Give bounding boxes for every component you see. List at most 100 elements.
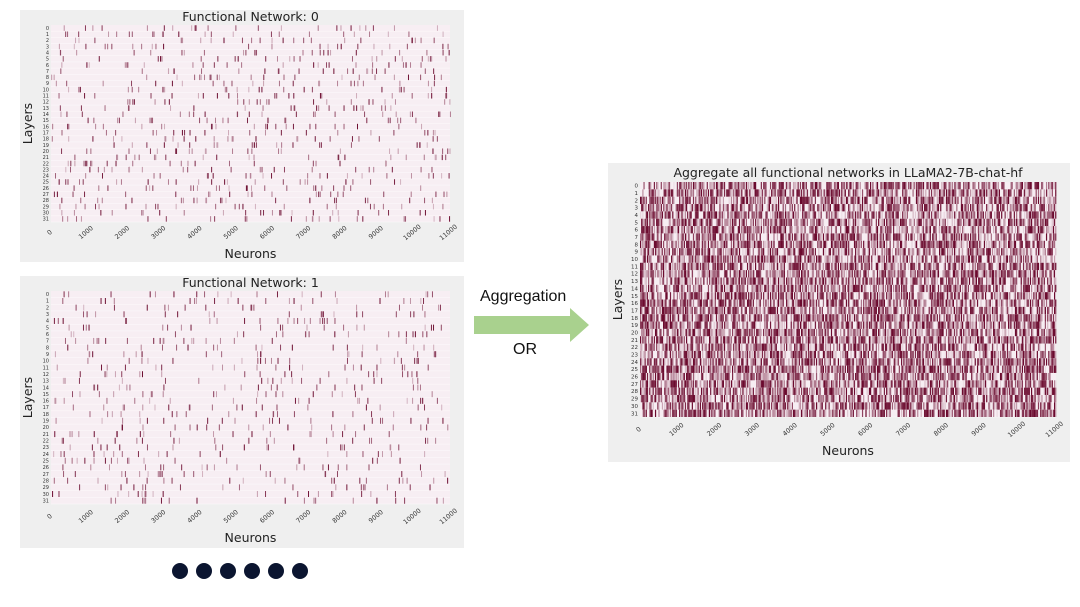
activation-cell	[867, 270, 869, 278]
activation-cell	[928, 204, 930, 212]
activation-cell	[1040, 189, 1042, 197]
activation-cell	[780, 211, 782, 219]
activation-cell	[252, 80, 254, 87]
activation-cell	[936, 204, 938, 212]
activation-cell	[679, 233, 681, 241]
activation-cell	[978, 226, 980, 234]
activation-cell	[178, 31, 180, 38]
activation-cell	[78, 377, 80, 384]
activation-cell	[302, 364, 304, 371]
y-tick-label: 29	[43, 204, 49, 210]
activation-cell	[895, 211, 897, 219]
activation-cell	[748, 255, 750, 263]
activation-cell	[246, 185, 248, 191]
activation-cell	[794, 248, 796, 256]
activation-cell	[765, 218, 767, 227]
activation-cell	[430, 324, 432, 331]
activation-cell	[702, 226, 704, 234]
activation-cell	[55, 417, 57, 424]
activation-cell	[422, 304, 424, 311]
activation-cell	[801, 240, 803, 249]
activation-cell	[991, 189, 994, 197]
activation-cell	[774, 189, 776, 197]
activation-cell	[282, 62, 284, 68]
activation-cell	[661, 196, 664, 205]
activation-cell	[253, 304, 255, 311]
x-tick-label: 10000	[402, 507, 423, 526]
activation-cell	[679, 270, 681, 278]
activation-cell	[236, 111, 238, 118]
activation-cell	[703, 255, 705, 263]
activation-cell	[688, 248, 690, 256]
activation-cell	[998, 226, 1000, 234]
activation-cell	[909, 248, 911, 256]
activation-cell	[710, 211, 712, 219]
activation-cell	[990, 262, 992, 271]
activation-cell	[943, 218, 945, 227]
activation-cell	[787, 182, 789, 190]
activation-cell	[740, 196, 742, 205]
activation-cell	[219, 337, 221, 344]
activation-cell	[856, 270, 858, 278]
activation-cell	[801, 255, 803, 263]
activation-cell	[305, 331, 307, 338]
activation-cell	[899, 255, 902, 263]
activation-cell	[300, 304, 302, 311]
activation-cell	[847, 262, 849, 271]
activation-cell	[118, 117, 120, 124]
activation-cell	[193, 197, 195, 204]
activation-cell	[845, 218, 848, 227]
activation-cell	[742, 270, 744, 278]
activation-cell	[1032, 226, 1034, 234]
activation-cell	[826, 211, 828, 219]
activation-cell	[206, 197, 208, 204]
activation-cell	[665, 189, 667, 197]
activation-cell	[707, 196, 710, 205]
activation-cell	[744, 248, 746, 256]
activation-cell	[447, 148, 449, 154]
activation-cell	[113, 297, 115, 304]
activation-cell	[1049, 211, 1051, 219]
activation-cell	[948, 270, 950, 278]
activation-cell	[965, 211, 967, 219]
activation-cell	[727, 248, 729, 256]
activation-cell	[937, 218, 940, 227]
activation-cell	[734, 218, 736, 227]
activation-cell	[256, 291, 258, 298]
activation-cell	[323, 49, 325, 56]
activation-cell	[390, 154, 392, 161]
activation-cell	[810, 255, 812, 263]
activation-cell	[684, 204, 687, 212]
y-tick-label: 16	[43, 399, 49, 405]
activation-cell	[732, 211, 734, 219]
activation-cell	[894, 233, 896, 241]
activation-cell	[645, 196, 647, 205]
activation-cell	[1048, 196, 1050, 205]
activation-cell	[955, 233, 957, 241]
activation-cell	[245, 49, 247, 56]
activation-cell	[1054, 233, 1056, 241]
activation-cell	[851, 248, 853, 256]
activation-cell	[111, 411, 113, 418]
activation-cell	[700, 248, 703, 256]
activation-cell	[441, 173, 443, 179]
activation-cell	[681, 196, 683, 205]
activation-cell	[640, 248, 642, 256]
activation-cell	[920, 218, 922, 227]
activation-cell	[810, 240, 812, 249]
activation-cell	[695, 248, 697, 256]
activation-cell	[973, 204, 975, 212]
activation-cell	[857, 196, 859, 205]
activation-cell	[896, 226, 898, 234]
activation-cell	[251, 191, 253, 198]
activation-cell	[927, 248, 929, 256]
activation-cell	[212, 364, 214, 371]
activation-cell	[201, 68, 203, 74]
activation-cell	[398, 304, 400, 311]
activation-cell	[879, 211, 881, 219]
activation-cell	[397, 148, 399, 154]
activation-cell	[922, 255, 925, 263]
activation-cell	[838, 204, 841, 212]
activation-cell	[648, 226, 650, 234]
activation-cell	[891, 182, 894, 190]
